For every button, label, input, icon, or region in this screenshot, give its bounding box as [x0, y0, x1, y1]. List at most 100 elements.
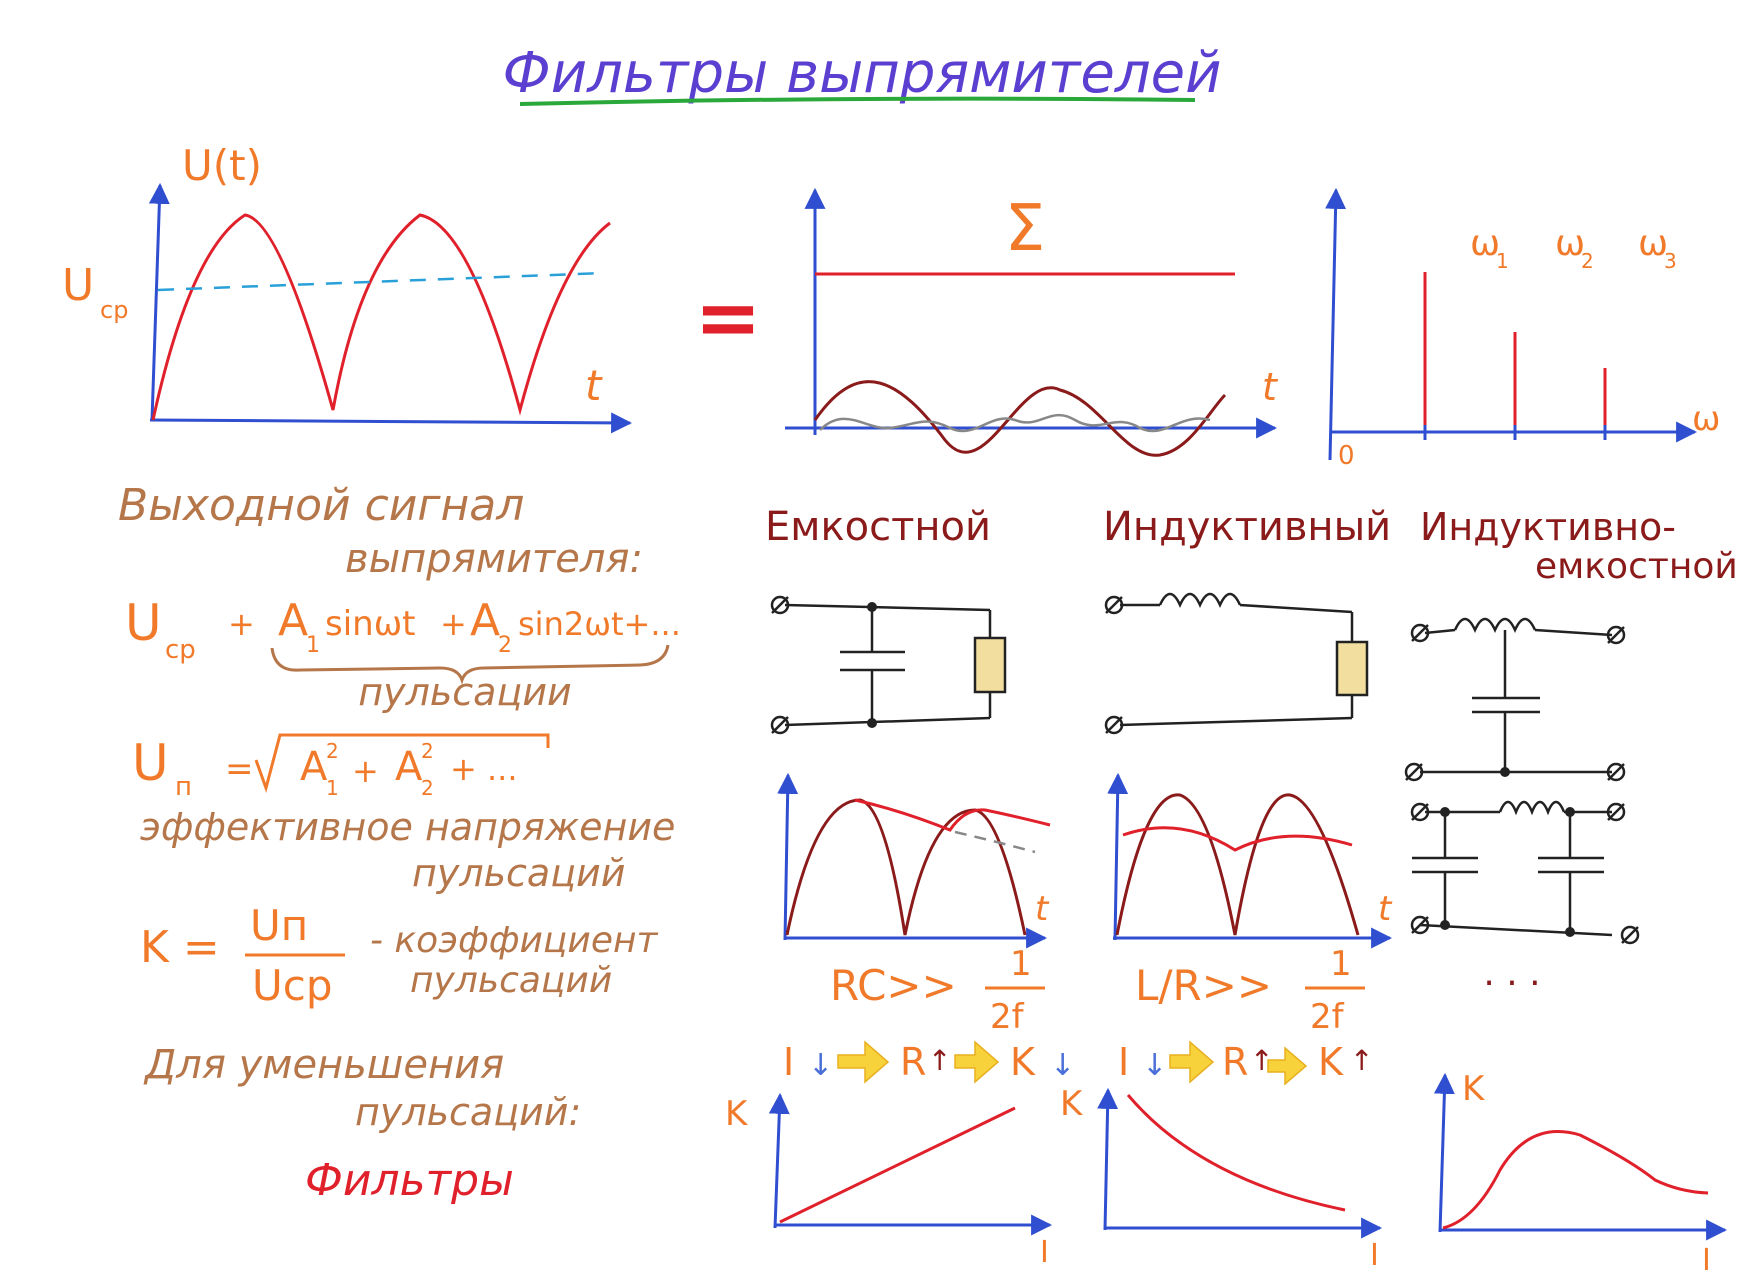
capacitive-circuit	[770, 595, 1007, 735]
effective-line2: пульсаций	[412, 851, 625, 895]
pulsation-brace	[270, 644, 670, 685]
chain-r: R	[1222, 1040, 1248, 1084]
un-a2-sub: 2	[421, 776, 434, 800]
formula-plus2: +	[440, 605, 467, 643]
chain-k-dir: ↓	[1050, 1048, 1075, 1083]
chain-i: I	[783, 1040, 794, 1084]
ucp-label-sub: ср	[100, 296, 128, 324]
capacitive-wave-plot: t	[777, 772, 1051, 949]
capacitive-condition-num: 1	[1010, 944, 1032, 984]
inductive-chain: I ↓ R ↑ K ↑	[1118, 1040, 1373, 1086]
lc-title-line1: Индуктивно-	[1420, 505, 1676, 549]
formula-a2: A	[470, 595, 500, 646]
page-title: Фильтры выпрямителей	[502, 41, 1221, 106]
inductive-condition-num: 1	[1330, 944, 1352, 984]
spectrum-plot: 0 ω ω 1 ω 2 ω 3	[1325, 187, 1720, 471]
input-terminal	[770, 595, 790, 615]
capacitive-condition: RC>>	[830, 961, 957, 1010]
x-axis-label: I	[1702, 1243, 1711, 1276]
chain-arrow	[1169, 1040, 1215, 1084]
formula-plus1: +	[228, 605, 255, 643]
k-curve	[1442, 1130, 1709, 1230]
chain-arrow	[954, 1040, 1000, 1084]
filtered-wave	[1122, 826, 1353, 852]
rectified-wave	[151, 213, 611, 421]
reduce-line1: Для уменьшения	[143, 1042, 504, 1088]
output-signal-line2: выпрямителя:	[345, 536, 643, 582]
x-axis-label: t	[1262, 365, 1279, 409]
formula-a2-sub: 2	[498, 633, 512, 658]
inductive-condition-den: 2f	[1310, 997, 1345, 1037]
lc-k-graph: K I	[1433, 1069, 1728, 1276]
chain-k: K	[1010, 1040, 1036, 1084]
chain-i: I	[1118, 1040, 1129, 1084]
formula-a1-sub: 1	[306, 633, 320, 658]
origin-label: 0	[1338, 441, 1355, 471]
chain-r: R	[900, 1040, 926, 1084]
x-axis-label: I	[1040, 1235, 1049, 1270]
x-axis-label: I	[1370, 1238, 1379, 1273]
omega-3-label: ω	[1638, 223, 1668, 264]
un-a1-sub: 1	[326, 776, 339, 800]
input-terminal	[770, 715, 790, 735]
reduce-line2: пульсаций:	[355, 1090, 581, 1134]
un-symbol: U	[132, 734, 169, 792]
y-axis-label: K	[1060, 1084, 1084, 1124]
chain-i-dir: ↓	[1142, 1048, 1167, 1083]
inductive-circuit	[1104, 592, 1369, 735]
title-underline	[519, 96, 1196, 106]
chain-i-dir: ↓	[808, 1048, 833, 1083]
k-curve	[779, 1106, 1016, 1224]
capacitive-chain: I ↓ R ↑ K ↓	[783, 1040, 1075, 1084]
capacitive-k-graph: K I	[725, 1092, 1053, 1270]
rectified-wave	[785, 798, 1027, 936]
sqrt-sign	[254, 733, 550, 794]
filtered-wave	[854, 798, 1051, 832]
k-description-line2: пульсаций	[410, 960, 612, 1001]
second-harmonic	[819, 413, 1211, 433]
filters-label: Фильтры	[305, 1155, 514, 1206]
ucp-label: U	[62, 260, 94, 311]
y-axis	[148, 182, 170, 421]
y-axis	[1325, 187, 1347, 461]
y-axis-label: K	[1462, 1069, 1486, 1109]
chain-arrow	[837, 1040, 890, 1084]
load-resistor	[973, 636, 1007, 694]
un-a2: A	[395, 744, 423, 790]
inductor	[1453, 617, 1537, 634]
un-rest: + ...	[450, 750, 518, 788]
inductive-condition: L/R>>	[1135, 961, 1272, 1010]
un-a2-sup: 2	[421, 739, 434, 763]
y-axis-label: U(t)	[182, 141, 262, 190]
formula-term2: sin2ωt+...	[518, 605, 681, 643]
chain-arrow	[1267, 1046, 1308, 1086]
x-axis-label: ω	[1692, 399, 1720, 439]
x-axis-label: t	[585, 361, 603, 410]
omega-2-sub: 2	[1581, 249, 1594, 273]
inductive-title: Индуктивный	[1103, 504, 1391, 550]
input-terminal	[1104, 715, 1124, 735]
un-sub: п	[175, 772, 192, 802]
discharge-dashed	[954, 830, 1036, 854]
x-axis-label: t	[1378, 889, 1393, 929]
x-axis	[149, 412, 633, 434]
k-numerator: Uп	[250, 901, 308, 950]
inductive-wave-plot: t	[1107, 772, 1393, 949]
inductive-k-graph: K I	[1060, 1084, 1383, 1273]
k-curve	[1126, 1094, 1346, 1212]
pulsation-label: пульсации	[358, 670, 571, 714]
un-plus: +	[352, 752, 379, 790]
k-eq: K =	[140, 922, 220, 973]
lc-title-line2: емкостной	[1535, 546, 1738, 587]
sum-symbol: Σ	[1005, 192, 1045, 266]
effective-line1: эффективное напряжение	[140, 805, 675, 849]
un-eq: =	[225, 749, 254, 789]
output-signal-line1: Выходной сигнал	[118, 480, 524, 531]
lc-circuit-l	[1404, 617, 1626, 782]
un-a1: A	[300, 744, 328, 790]
capacitive-condition-den: 2f	[990, 997, 1025, 1037]
inductor	[1498, 800, 1566, 816]
dc-level-line	[157, 271, 606, 292]
omega-3-sub: 3	[1664, 249, 1677, 273]
